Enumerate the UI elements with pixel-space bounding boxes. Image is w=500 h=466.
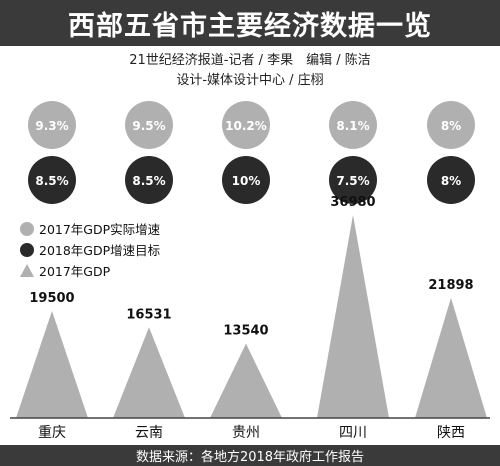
target-growth-circle [427,156,475,204]
target-growth-label: 8% [441,174,461,188]
actual-growth-circle [222,101,270,149]
gdp-value-label: 36980 [330,195,375,210]
category-label: 四川 [339,425,367,441]
chart: 9.3% 8.5% 19500 重庆 9.5% 8.5% 16531 云南 10.2% 10% 13… [10,101,490,441]
actual-growth-circle [427,101,475,149]
credits-line-1: 21世纪经济报道-记者 / 李果 编辑 / 陈洁 [129,53,371,68]
gdp-value-label: 19500 [29,291,74,306]
target-growth-circle [125,156,173,204]
actual-growth-circle [28,101,76,149]
legend-item-actual-growth: 2017年GDP实际增速 [20,218,183,239]
actual-growth-circle [125,101,173,149]
actual-growth-label: 9.5% [132,119,165,133]
gdp-triangle [16,310,88,418]
gdp-triangle [113,327,185,418]
legend-label: 2017年GDP [39,264,111,279]
legend-label: 2018年GDP增速目标 [39,243,161,258]
legend-item-gdp: 2017年GDP [20,260,183,281]
category-label: 重庆 [38,425,66,441]
gdp-value-label: 13540 [223,324,268,339]
category-label: 云南 [135,425,163,441]
gdp-triangle [415,297,487,418]
legend: 2017年GDP实际增速 2018年GDP增速目标 2017年GDP [20,218,183,285]
category-label: 贵州 [232,425,260,441]
gdp-triangle [210,343,282,418]
target-growth-circle [329,156,377,204]
gdp-value-label: 21898 [428,278,473,293]
actual-growth-label: 8% [441,119,461,133]
legend-label: 2017年GDP实际增速 [39,222,161,237]
target-growth-label: 8.5% [35,174,68,188]
dark-circle-icon [20,242,34,257]
page-title: 西部五省市主要经济数据一览 [0,0,500,46]
target-growth-circle [222,156,270,204]
actual-growth-label: 8.1% [336,119,369,133]
source-note: 数据来源：各地方2018年政府工作报告 [0,445,500,466]
credits-line-2: 设计-媒体设计中心 / 庄栩 [176,73,324,88]
legend-item-target-growth: 2018年GDP增速目标 [20,239,183,260]
target-growth-label: 8.5% [132,174,165,188]
actual-growth-label: 10.2% [225,119,267,133]
triangle-icon [20,264,34,277]
credits: 21世纪经济报道-记者 / 李果 编辑 / 陈洁 设计-媒体设计中心 / 庄栩 [0,51,500,91]
target-growth-label: 10% [232,174,261,188]
category-label: 陕西 [437,425,465,441]
gdp-value-label: 16531 [126,307,171,322]
actual-growth-label: 9.3% [35,119,68,133]
actual-growth-circle [329,101,377,149]
target-growth-circle [28,156,76,204]
light-circle-icon [20,221,34,236]
target-growth-label: 7.5% [336,174,369,188]
gdp-triangle [317,215,389,418]
